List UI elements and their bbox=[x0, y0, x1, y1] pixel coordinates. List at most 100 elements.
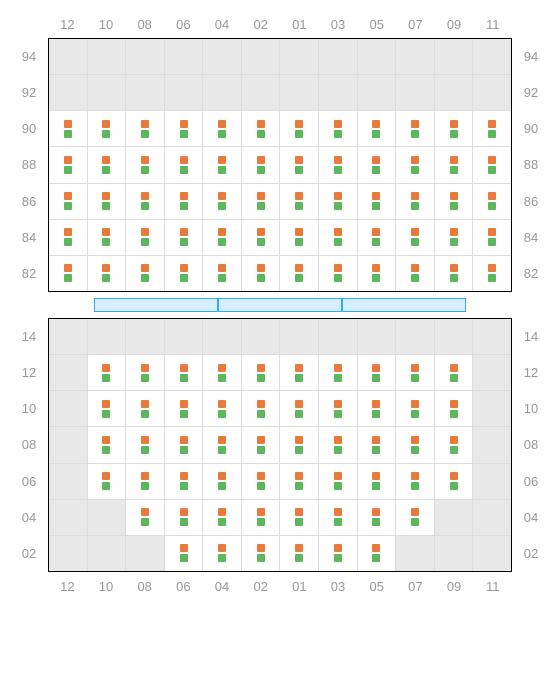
seat-cell[interactable] bbox=[126, 355, 165, 390]
seat-cell[interactable] bbox=[203, 147, 242, 182]
seat-cell[interactable] bbox=[358, 184, 397, 219]
seat-cell[interactable] bbox=[319, 391, 358, 426]
seat-cell[interactable] bbox=[242, 391, 281, 426]
seat-cell[interactable] bbox=[126, 256, 165, 291]
seat-cell[interactable] bbox=[358, 111, 397, 146]
seat-cell[interactable] bbox=[280, 500, 319, 535]
seat-cell[interactable] bbox=[88, 184, 127, 219]
seat-cell[interactable] bbox=[435, 111, 474, 146]
seat-cell[interactable] bbox=[203, 500, 242, 535]
seat-cell[interactable] bbox=[165, 256, 204, 291]
seat-cell[interactable] bbox=[126, 464, 165, 499]
seat-cell[interactable] bbox=[242, 464, 281, 499]
seat-cell[interactable] bbox=[242, 427, 281, 462]
seat-cell[interactable] bbox=[358, 536, 397, 571]
seat-cell[interactable] bbox=[203, 427, 242, 462]
seat-cell[interactable] bbox=[358, 256, 397, 291]
seat-cell[interactable] bbox=[165, 464, 204, 499]
seat-cell[interactable] bbox=[242, 184, 281, 219]
seat-cell[interactable] bbox=[280, 256, 319, 291]
seat-cell[interactable] bbox=[319, 427, 358, 462]
seat-cell[interactable] bbox=[88, 464, 127, 499]
seat-cell[interactable] bbox=[165, 184, 204, 219]
seat-cell[interactable] bbox=[165, 500, 204, 535]
seat-cell[interactable] bbox=[473, 256, 511, 291]
seat-cell[interactable] bbox=[396, 220, 435, 255]
seat-cell[interactable] bbox=[165, 536, 204, 571]
seat-cell[interactable] bbox=[165, 427, 204, 462]
seat-cell[interactable] bbox=[435, 220, 474, 255]
seat-cell[interactable] bbox=[280, 464, 319, 499]
seat-cell[interactable] bbox=[203, 536, 242, 571]
seat-cell[interactable] bbox=[280, 427, 319, 462]
seat-cell[interactable] bbox=[280, 147, 319, 182]
seat-cell[interactable] bbox=[126, 220, 165, 255]
seat-cell[interactable] bbox=[358, 427, 397, 462]
seat-cell[interactable] bbox=[165, 391, 204, 426]
seat-cell[interactable] bbox=[319, 500, 358, 535]
seat-cell[interactable] bbox=[319, 464, 358, 499]
seat-cell[interactable] bbox=[358, 391, 397, 426]
seat-cell[interactable] bbox=[435, 427, 474, 462]
seat-cell[interactable] bbox=[49, 220, 88, 255]
seat-cell[interactable] bbox=[396, 111, 435, 146]
seat-cell[interactable] bbox=[242, 147, 281, 182]
seat-cell[interactable] bbox=[396, 500, 435, 535]
seat-cell[interactable] bbox=[88, 147, 127, 182]
seat-cell[interactable] bbox=[280, 220, 319, 255]
seat-cell[interactable] bbox=[49, 184, 88, 219]
seat-cell[interactable] bbox=[435, 464, 474, 499]
seat-cell[interactable] bbox=[126, 391, 165, 426]
seat-cell[interactable] bbox=[319, 536, 358, 571]
seat-cell[interactable] bbox=[203, 111, 242, 146]
seat-cell[interactable] bbox=[435, 391, 474, 426]
seat-cell[interactable] bbox=[396, 355, 435, 390]
seat-cell[interactable] bbox=[358, 147, 397, 182]
seat-cell[interactable] bbox=[165, 355, 204, 390]
seat-cell[interactable] bbox=[473, 184, 511, 219]
seat-cell[interactable] bbox=[473, 111, 511, 146]
seat-cell[interactable] bbox=[242, 536, 281, 571]
seat-cell[interactable] bbox=[473, 147, 511, 182]
seat-cell[interactable] bbox=[280, 111, 319, 146]
seat-cell[interactable] bbox=[49, 256, 88, 291]
seat-cell[interactable] bbox=[203, 220, 242, 255]
seat-cell[interactable] bbox=[165, 111, 204, 146]
seat-cell[interactable] bbox=[319, 147, 358, 182]
seat-cell[interactable] bbox=[319, 220, 358, 255]
seat-cell[interactable] bbox=[242, 500, 281, 535]
seat-cell[interactable] bbox=[242, 256, 281, 291]
seat-cell[interactable] bbox=[435, 355, 474, 390]
seat-cell[interactable] bbox=[396, 256, 435, 291]
seat-cell[interactable] bbox=[396, 427, 435, 462]
seat-cell[interactable] bbox=[396, 464, 435, 499]
seat-cell[interactable] bbox=[435, 256, 474, 291]
seat-cell[interactable] bbox=[126, 500, 165, 535]
seat-cell[interactable] bbox=[358, 464, 397, 499]
seat-cell[interactable] bbox=[203, 184, 242, 219]
seat-cell[interactable] bbox=[203, 256, 242, 291]
seat-cell[interactable] bbox=[435, 147, 474, 182]
seat-cell[interactable] bbox=[49, 147, 88, 182]
seat-cell[interactable] bbox=[358, 500, 397, 535]
seat-cell[interactable] bbox=[203, 464, 242, 499]
seat-cell[interactable] bbox=[88, 355, 127, 390]
seat-cell[interactable] bbox=[396, 147, 435, 182]
seat-cell[interactable] bbox=[242, 220, 281, 255]
seat-cell[interactable] bbox=[88, 427, 127, 462]
seat-cell[interactable] bbox=[280, 391, 319, 426]
seat-cell[interactable] bbox=[126, 184, 165, 219]
seat-cell[interactable] bbox=[165, 147, 204, 182]
seat-cell[interactable] bbox=[88, 220, 127, 255]
seat-cell[interactable] bbox=[280, 536, 319, 571]
seat-cell[interactable] bbox=[396, 184, 435, 219]
seat-cell[interactable] bbox=[165, 220, 204, 255]
seat-cell[interactable] bbox=[88, 111, 127, 146]
seat-cell[interactable] bbox=[126, 111, 165, 146]
seat-cell[interactable] bbox=[319, 184, 358, 219]
seat-cell[interactable] bbox=[203, 355, 242, 390]
seat-cell[interactable] bbox=[88, 391, 127, 426]
seat-cell[interactable] bbox=[203, 391, 242, 426]
seat-cell[interactable] bbox=[358, 355, 397, 390]
seat-cell[interactable] bbox=[242, 111, 281, 146]
